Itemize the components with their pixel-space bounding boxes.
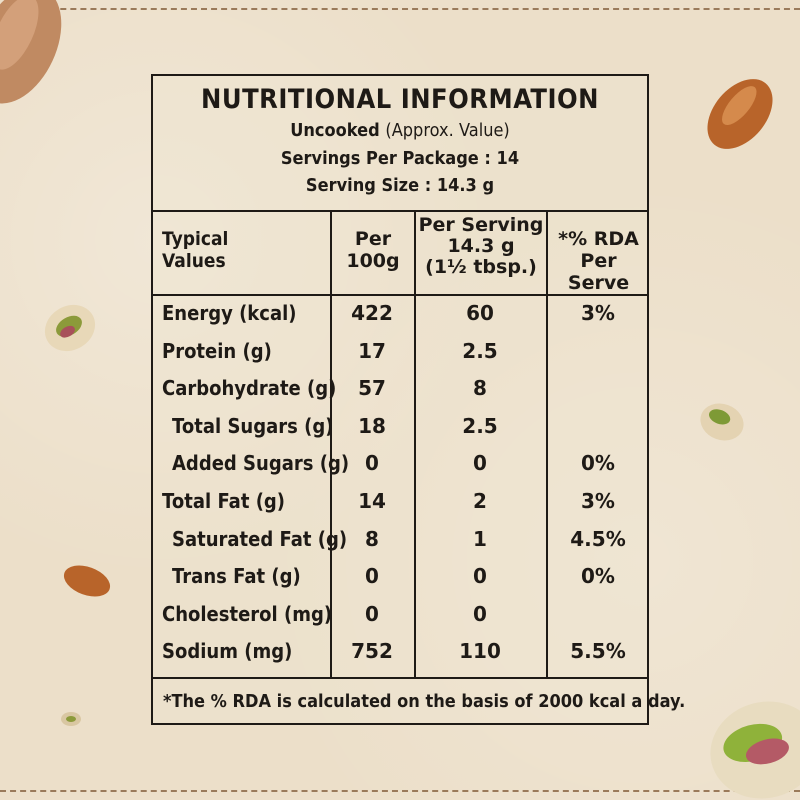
column-divider-1	[330, 210, 332, 677]
value-per100: 57	[358, 376, 386, 401]
value-rda: 3%	[581, 301, 615, 325]
value-serving: 2.5	[462, 413, 498, 438]
value-per100: 14	[358, 489, 386, 513]
footer-divider	[153, 677, 647, 679]
col-header-rda: *% RDA Per Serve	[558, 228, 639, 294]
col-header-per100: Per 100g	[346, 228, 400, 272]
value-serving: 1	[473, 526, 487, 551]
rda-footnote: *The % RDA is calculated on the basis of…	[163, 691, 686, 712]
value-serving: 2	[473, 489, 487, 513]
pistachio-image-left	[44, 304, 96, 352]
value-per100: 17	[358, 338, 386, 363]
value-per100: 8	[365, 526, 379, 551]
column-header-divider	[153, 294, 647, 296]
almond-image-bottom-left	[63, 565, 111, 597]
value-per100: 422	[351, 301, 393, 325]
value-serving: 0	[473, 601, 487, 626]
value-rda: 3%	[581, 489, 615, 513]
value-per100: 18	[358, 413, 386, 438]
value-per100: 0	[365, 451, 379, 476]
nutrient-name: Protein (g)	[162, 338, 272, 363]
value-per100: 0	[365, 564, 379, 589]
approx-note: (Approx. Value)	[385, 120, 510, 141]
pistachio-image-small	[61, 712, 81, 726]
value-rda: 0%	[581, 564, 615, 589]
value-rda: 0%	[581, 451, 615, 476]
column-divider-2	[414, 210, 416, 677]
nutrient-name: Saturated Fat (g)	[172, 526, 348, 551]
col-header-per-serving: Per Serving 14.3 g (1½ tbsp.)	[418, 214, 544, 278]
value-rda: 5.5%	[570, 639, 626, 664]
bottom-stitch-border	[0, 790, 800, 792]
pistachio-image-right	[700, 403, 744, 441]
value-serving: 8	[473, 376, 487, 401]
value-serving: 60	[466, 301, 494, 325]
panel-title: NUTRITIONAL INFORMATION	[201, 84, 599, 115]
value-rda: 4.5%	[570, 526, 626, 551]
nutrient-name: Carbohydrate (g)	[162, 376, 337, 401]
column-divider-3	[546, 210, 548, 677]
nutrient-name: Total Sugars (g)	[172, 413, 334, 438]
almond-image-top-left	[0, 0, 62, 104]
nutrition-panel: NUTRITIONAL INFORMATION Uncooked (Approx…	[151, 74, 685, 725]
nutrient-name: Sodium (mg)	[162, 639, 293, 664]
nutrient-name: Cholesterol (mg)	[162, 601, 333, 626]
almond-image-top-right	[707, 79, 773, 149]
value-per100: 0	[365, 601, 379, 626]
pistachio-image-bottom-right	[710, 701, 800, 799]
uncooked-line: Uncooked (Approx. Value)	[178, 120, 623, 141]
nutrient-name: Added Sugars (g)	[172, 451, 350, 476]
nutrient-name: Total Fat (g)	[162, 489, 286, 513]
value-serving: 2.5	[462, 338, 498, 363]
value-serving: 0	[473, 564, 487, 589]
col-header-typical: Typical Values	[162, 228, 229, 272]
header-divider	[153, 210, 647, 212]
uncooked-label: Uncooked	[290, 120, 380, 141]
servings-per-package: Servings Per Package : 14	[280, 148, 520, 169]
nutrient-name: Energy (kcal)	[162, 301, 297, 325]
value-serving: 110	[459, 639, 501, 664]
top-stitch-border	[0, 8, 800, 10]
value-per100: 752	[351, 639, 393, 664]
value-serving: 0	[473, 451, 487, 476]
serving-size: Serving Size : 14.3 g	[305, 175, 495, 196]
nutrient-name: Trans Fat (g)	[172, 564, 301, 589]
